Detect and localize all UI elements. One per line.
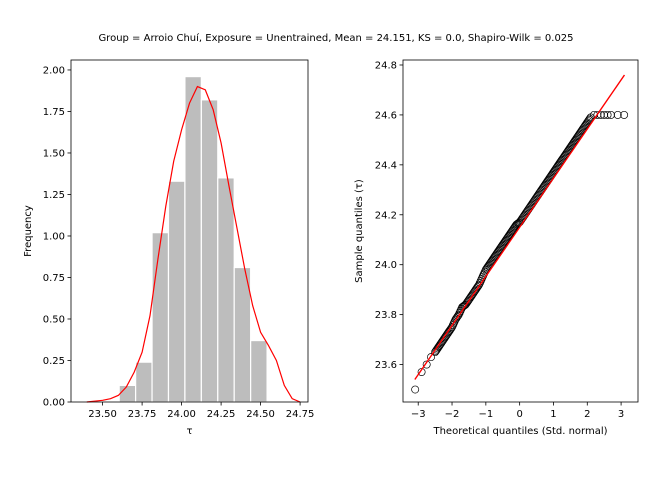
qq-point (449, 319, 458, 328)
y-tick-label: 24.2 (375, 210, 397, 221)
qq-point (411, 385, 420, 394)
qq-point (448, 321, 457, 330)
qq-point (600, 110, 609, 119)
histogram-bar (217, 177, 235, 403)
y-tick-label: 1.00 (43, 231, 65, 242)
qq-x-ticks: −3 −2 −1 0 1 2 3 (411, 402, 624, 420)
x-tick-label: 3 (618, 409, 624, 420)
histogram-bar (151, 232, 170, 403)
qq-y-label: Sample quantiles (τ) (354, 179, 365, 283)
qq-point (454, 310, 463, 319)
histogram-bar (118, 384, 137, 403)
histogram-x-ticks: 23.50 23.75 24.00 24.25 24.50 24.75 (88, 402, 314, 420)
x-tick-label: 24.00 (167, 409, 196, 420)
x-tick-label: 24.50 (246, 409, 275, 420)
histogram-bar (233, 266, 252, 403)
qq-point (427, 353, 436, 362)
qq-point (593, 110, 602, 119)
kde-curve (86, 85, 301, 403)
qq-point (475, 278, 484, 287)
x-tick-label: 2 (584, 409, 590, 420)
y-tick-label: 1.75 (43, 107, 65, 118)
y-tick-label: 24.8 (375, 60, 397, 71)
histogram-y-ticks: 0.00 0.25 0.50 0.75 1.00 1.25 1.50 1.75 2.00 (43, 65, 71, 409)
qq-x-label: Theoretical quantiles (Std. normal) (432, 426, 607, 437)
y-tick-label: 24.6 (375, 110, 397, 121)
qq-reference-line (414, 74, 626, 380)
histogram-bar (184, 76, 202, 403)
qq-point (620, 110, 629, 119)
qq-point (417, 368, 426, 376)
x-tick-label: 23.75 (128, 409, 157, 420)
y-tick-label: 24.4 (375, 160, 397, 171)
qq-point (585, 115, 593, 124)
qq-point (613, 110, 622, 119)
histogram-bar (250, 339, 268, 403)
x-tick-label: 1 (550, 409, 556, 420)
y-tick-label: 1.25 (43, 190, 65, 201)
qq-axes-frame (402, 59, 639, 403)
x-tick-label: 23.50 (88, 409, 117, 420)
histogram-bar (200, 99, 219, 403)
qq-point (446, 325, 455, 334)
histogram-bars (118, 76, 268, 403)
figure-title: Group = Arroio Chuí, Exposure = Unentrai… (98, 32, 573, 44)
y-tick-label: 0.75 (43, 273, 65, 284)
qq-y-ticks: 23.6 23.8 24.0 24.2 24.4 24.6 24.8 (375, 60, 403, 371)
x-tick-label: −2 (445, 409, 460, 420)
qq-plot: −3 −2 −1 0 1 2 3 23.623.824.024.224.424.624.8 … (354, 59, 639, 437)
qq-point (603, 110, 612, 119)
y-tick-label: 23.6 (375, 360, 397, 371)
qq-point (453, 313, 462, 322)
histogram-bar (167, 180, 186, 403)
y-tick-label: 2.00 (43, 65, 65, 76)
histogram-axes-frame (70, 59, 309, 403)
x-tick-label: 24.25 (207, 409, 236, 420)
x-tick-label: 24.75 (286, 409, 315, 420)
y-tick-label: 0.25 (43, 356, 65, 367)
histogram-plot: 23.50 23.75 24.00 24.25 24.50 24.75 0.000.250… (23, 59, 314, 437)
y-tick-label: 0.50 (43, 314, 65, 325)
qq-points (411, 110, 629, 394)
histogram-x-label: τ (186, 426, 192, 437)
qq-point (455, 308, 464, 317)
x-tick-label: 0 (516, 409, 522, 420)
y-tick-label: 24.0 (375, 260, 397, 271)
x-tick-label: −1 (478, 409, 493, 420)
x-tick-label: −3 (411, 409, 426, 420)
qq-point (475, 280, 484, 289)
y-tick-label: 0.00 (43, 398, 65, 409)
histogram-y-label: Frequency (23, 205, 34, 257)
y-tick-label: 1.50 (43, 148, 65, 159)
qq-point (448, 323, 456, 332)
histogram-bar (135, 361, 153, 403)
qq-point (606, 110, 615, 119)
qq-point (473, 283, 482, 292)
y-tick-label: 23.8 (375, 310, 397, 321)
qq-point (422, 360, 431, 369)
